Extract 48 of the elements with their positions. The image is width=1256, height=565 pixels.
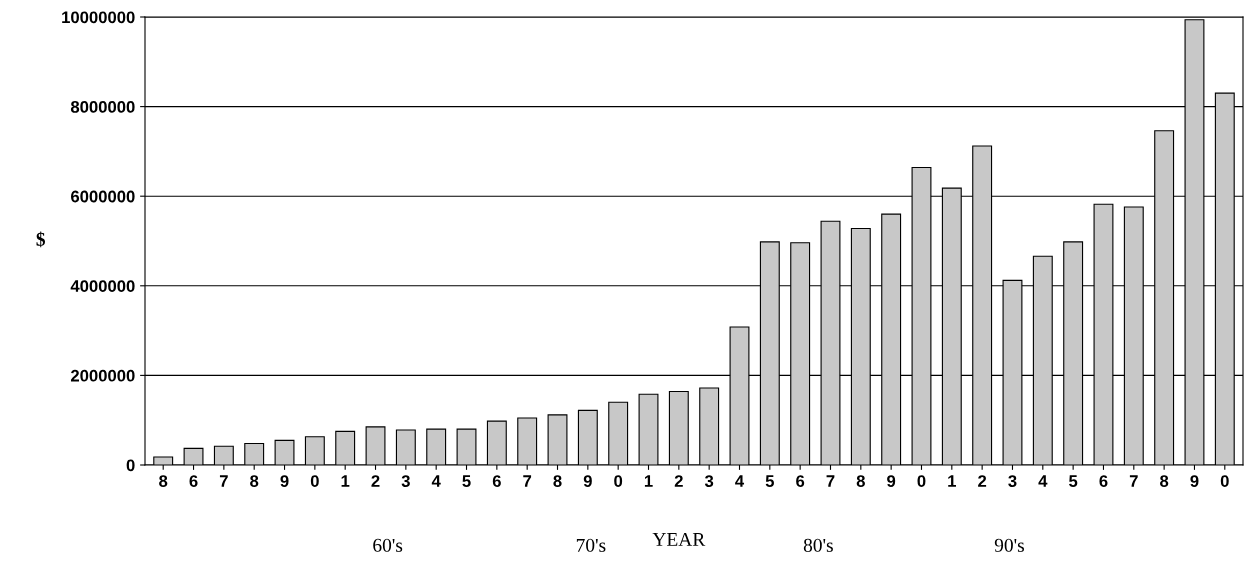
x-tick-label: 6 [796,475,805,487]
x-tick-label: 4 [431,475,441,487]
x-tick-label: 2 [674,475,683,487]
y-tick-label: 8000000 [70,101,135,113]
y-axis-title: $ [36,231,45,248]
x-tick-label: 6 [189,475,198,487]
text: 80's [803,538,833,552]
x-tick-label: 5 [765,475,774,487]
y-tick-label: 2000000 [70,369,135,382]
x-tick-label: 6 [492,475,501,487]
x-tick-label: 3 [704,475,714,487]
x-tick-label: 0 [310,475,319,487]
y-tick-label: 10000000 [62,11,135,24]
x-tick-label: 1 [644,475,653,487]
x-tick-label: 7 [523,475,532,487]
x-tick-label: 4 [1038,475,1048,487]
x-tick-label: 7 [826,475,835,487]
text: 70's [576,538,606,552]
x-tick-label: 5 [1069,475,1078,487]
x-tick-label: 4 [735,475,745,487]
x-tick-label: 9 [280,475,289,487]
x-tick-label: 5 [462,475,471,487]
x-tick-label: 8 [856,475,865,487]
x-tick-label: 7 [219,475,228,487]
x-tick-label: 1 [948,475,956,487]
x-tick-label: 8 [250,475,259,487]
text: 90's [994,538,1024,552]
x-tick-label: 9 [887,475,896,487]
x-tick-label: 0 [917,475,926,487]
x-tick-label: 2 [978,475,987,487]
x-tick-label: 3 [401,475,410,487]
x-tick-label: 9 [583,475,592,487]
x-tick-label: 9 [1190,475,1199,487]
x-tick-label: 8 [1160,475,1169,487]
x-tick-label: 3 [1008,475,1017,487]
x-tick-label: 8 [159,475,168,487]
y-tick-label: 6000000 [71,190,135,203]
y-tick-label: 0 [126,459,135,472]
x-tick-label: 8 [553,475,562,487]
x-tick-label: 6 [1099,475,1108,487]
x-tick-label: 2 [371,475,380,487]
x-tick-label: 0 [1220,475,1229,487]
x-axis-title: YEAR [652,533,706,546]
x-tick-label: 7 [1129,475,1138,487]
x-tick-label: 1 [341,475,350,487]
y-tick-label: 4000000 [70,280,135,292]
x-tick-label: 0 [614,475,623,487]
text: 60's [373,538,403,552]
